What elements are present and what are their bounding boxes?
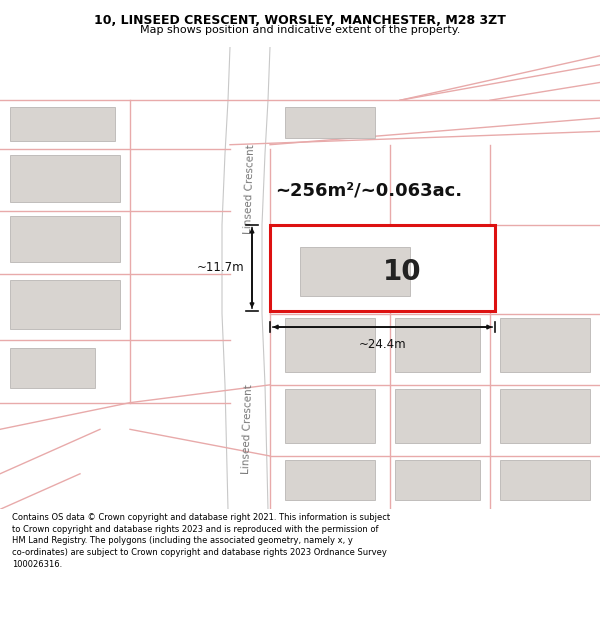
Text: Map shows position and indicative extent of the property.: Map shows position and indicative extent… — [140, 25, 460, 35]
Bar — [10, 216, 120, 262]
Bar — [300, 247, 410, 296]
Text: Linseed Crescent: Linseed Crescent — [241, 384, 254, 474]
Bar — [285, 389, 375, 442]
Text: ~256m²/~0.063ac.: ~256m²/~0.063ac. — [275, 182, 462, 200]
Text: 10, LINSEED CRESCENT, WORSLEY, MANCHESTER, M28 3ZT: 10, LINSEED CRESCENT, WORSLEY, MANCHESTE… — [94, 14, 506, 27]
Text: ~24.4m: ~24.4m — [359, 338, 406, 351]
Bar — [500, 461, 590, 501]
Bar — [10, 107, 115, 141]
Bar — [10, 348, 95, 388]
Bar — [500, 318, 590, 371]
Bar — [285, 107, 375, 139]
Text: 10: 10 — [383, 258, 422, 286]
Bar — [285, 461, 375, 501]
Bar — [500, 389, 590, 442]
Text: Linseed Crescent: Linseed Crescent — [244, 144, 257, 234]
Bar — [10, 280, 120, 329]
Bar — [285, 318, 375, 371]
Bar — [395, 461, 480, 501]
Bar — [395, 318, 480, 371]
Text: Contains OS data © Crown copyright and database right 2021. This information is : Contains OS data © Crown copyright and d… — [12, 513, 390, 569]
Bar — [270, 225, 495, 311]
Bar — [395, 389, 480, 442]
Bar — [10, 156, 120, 202]
Text: ~11.7m: ~11.7m — [196, 261, 244, 274]
